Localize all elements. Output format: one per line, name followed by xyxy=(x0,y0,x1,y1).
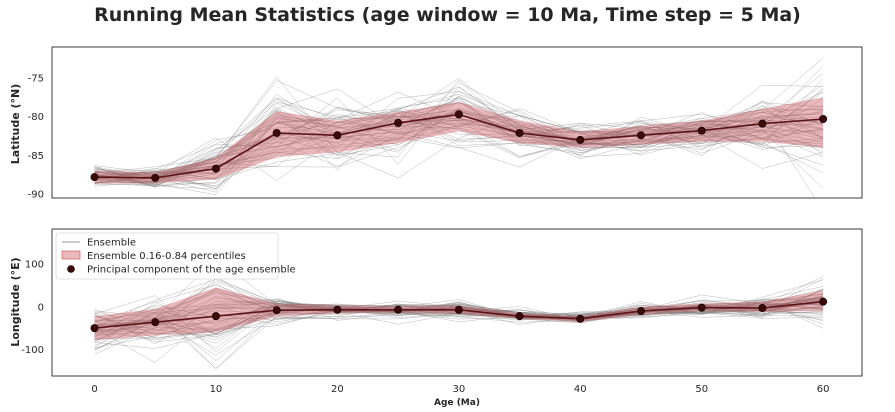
ensemble-line xyxy=(94,307,824,344)
legend-label: Principal component of the age ensemble xyxy=(87,265,296,276)
ensemble-line xyxy=(94,108,824,184)
ensemble-line xyxy=(94,98,824,171)
y-tick-label: -75 xyxy=(28,73,44,84)
principal-component-point xyxy=(515,128,524,137)
x-tick-label: 40 xyxy=(574,384,587,395)
legend: Ensemble Ensemble 0.16-0.84 percentiles Pr… xyxy=(55,232,296,280)
ensemble-line xyxy=(94,119,824,189)
principal-component-point xyxy=(394,118,403,127)
legend-band-swatch xyxy=(61,250,81,260)
principal-component-point xyxy=(454,305,463,314)
longitude-panel: 100 0 -100 0 10 20 30 40 50 60 Longitude (°E) Age (… xyxy=(9,228,863,408)
principal-component-point xyxy=(272,306,281,315)
principal-component-point xyxy=(151,173,160,182)
x-tick-label: 0 xyxy=(91,384,97,395)
ensemble-line xyxy=(94,90,824,193)
x-tick-label: 20 xyxy=(331,384,344,395)
ensemble-line xyxy=(94,91,824,187)
figure-title: Running Mean Statistics (age window = 10… xyxy=(94,4,801,26)
principal-component-point xyxy=(515,312,524,321)
y-tick-label: 100 xyxy=(25,260,44,271)
principal-component-point xyxy=(333,305,342,314)
y-tick-label: -90 xyxy=(28,190,44,201)
y-tick-label: -80 xyxy=(28,112,44,123)
principal-component-point xyxy=(758,304,767,313)
legend-point-swatch xyxy=(67,265,75,273)
latitude-panel: -75 -80 -85 -90 Latitude (°N) xyxy=(9,46,863,201)
ensemble-line xyxy=(94,113,824,174)
principal-component-point xyxy=(90,173,99,182)
axes-frame xyxy=(51,46,863,199)
principal-component-point xyxy=(636,307,645,316)
ensemble-line xyxy=(94,101,824,180)
principal-component-point xyxy=(211,164,220,173)
axes-frame xyxy=(51,228,863,377)
ensemble-line xyxy=(94,108,824,184)
principal-component-point xyxy=(333,131,342,140)
x-tick-label: 60 xyxy=(817,384,830,395)
y-tick-label: 0 xyxy=(38,302,44,313)
principal-component-point xyxy=(819,297,828,306)
ensemble-line xyxy=(94,107,824,184)
ensemble-line xyxy=(94,110,824,178)
ensemble-line xyxy=(94,91,824,190)
x-axis-label: Age (Ma) xyxy=(434,398,480,408)
legend-label: Ensemble 0.16-0.84 percentiles xyxy=(87,251,246,262)
x-tick-label: 30 xyxy=(452,384,465,395)
principal-component-point xyxy=(819,115,828,124)
x-tick-label: 10 xyxy=(210,384,223,395)
y-tick-label: -100 xyxy=(21,345,44,356)
principal-component-point xyxy=(151,318,160,327)
principal-component-point xyxy=(90,324,99,333)
principal-component-point xyxy=(697,303,706,312)
principal-component-point xyxy=(576,135,585,144)
x-tick-label: 50 xyxy=(695,384,708,395)
ensemble-line xyxy=(94,112,824,183)
principal-component-point xyxy=(576,314,585,323)
y-axis-label: Latitude (°N) xyxy=(9,84,22,164)
principal-component-point xyxy=(211,312,220,321)
principal-component-point xyxy=(394,305,403,314)
y-tick-label: -85 xyxy=(28,151,44,162)
legend-label: Ensemble xyxy=(87,238,136,249)
principal-component-point xyxy=(758,119,767,128)
principal-component-point xyxy=(272,128,281,137)
legend-box xyxy=(55,232,279,280)
principal-component-point xyxy=(454,110,463,119)
ensemble-line xyxy=(94,86,824,174)
principal-component-point xyxy=(697,126,706,135)
y-axis-label: Longitude (°E) xyxy=(9,257,22,346)
ensemble-line xyxy=(94,108,824,185)
ensemble-line xyxy=(94,293,824,355)
principal-component-point xyxy=(636,131,645,140)
ensemble-line xyxy=(94,105,824,184)
percentile-band xyxy=(94,97,824,184)
plot-area xyxy=(94,57,824,198)
